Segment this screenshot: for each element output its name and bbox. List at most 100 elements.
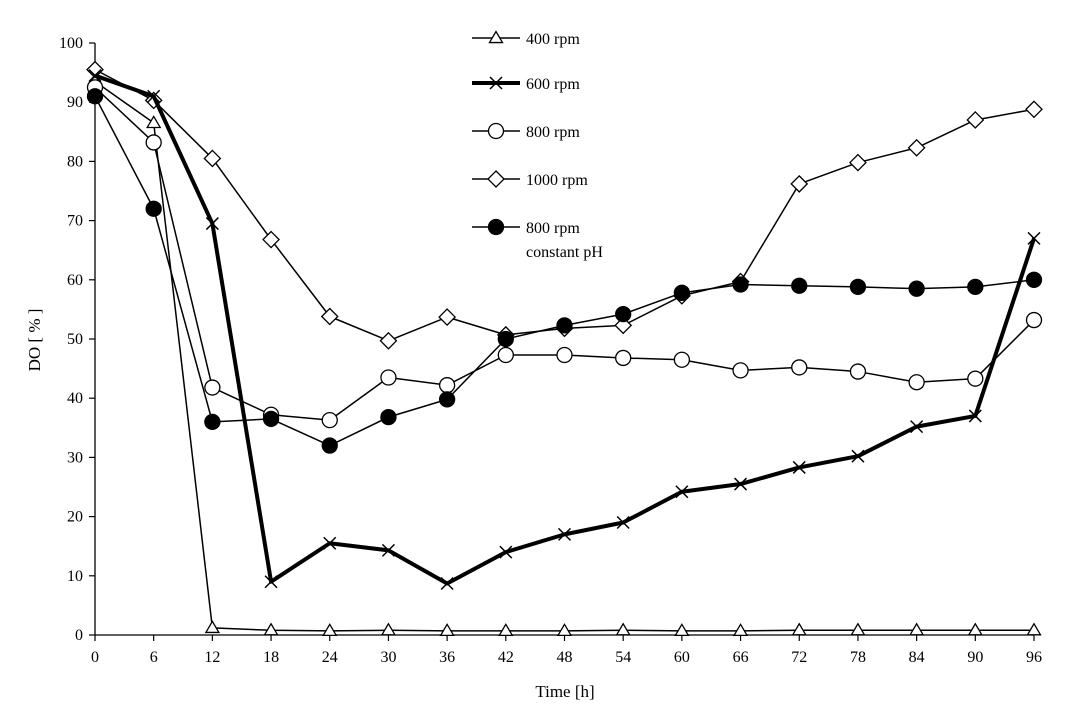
series-1000rpm <box>86 60 1043 350</box>
y-tick-label: 100 <box>59 35 83 52</box>
series-400rpm-point <box>674 623 690 637</box>
series-layer <box>86 60 1043 637</box>
series-800rpm-constant-ph-point <box>791 277 808 294</box>
series-400rpm-point <box>908 622 925 636</box>
x-tick-label: 72 <box>791 649 807 666</box>
series-800rpm-point <box>380 369 397 386</box>
series-400rpm-point <box>439 623 455 637</box>
series-1000rpm-line <box>94 68 1035 342</box>
series-1000rpm-point <box>438 308 457 327</box>
series-400rpm-point <box>791 622 807 636</box>
series-400rpm-point <box>263 622 279 636</box>
series-400rpm-point <box>380 622 397 636</box>
series-800rpm-point <box>791 359 808 376</box>
y-axis-title: DO [ % ] <box>25 309 44 372</box>
x-axis-title: Time [h] <box>535 682 594 701</box>
legend-item-800rpm-constant-ph: 800 rpm constant pH <box>472 218 603 261</box>
legend-item-400rpm: 400 rpm <box>472 30 580 48</box>
x-tick-label: 24 <box>322 649 338 666</box>
series-800rpm-point <box>615 349 632 367</box>
series-800rpm-constant-ph-point <box>1025 271 1043 288</box>
series-800rpm-constant-ph-point <box>673 284 691 301</box>
legend-series-600rpm-point <box>489 76 503 90</box>
x-tick-label: 30 <box>380 649 396 666</box>
series-1000rpm-point <box>379 331 398 350</box>
series-400rpm-point <box>322 623 338 637</box>
legend-label: 1000 rpm <box>526 172 588 189</box>
x-tick-label: 18 <box>263 649 279 666</box>
x-tick-label: 96 <box>1026 649 1042 666</box>
series-1000rpm-point <box>203 149 222 168</box>
series-1000rpm-point <box>849 153 867 172</box>
series-600rpm-point <box>910 420 924 434</box>
x-tick-label: 12 <box>204 649 220 666</box>
series-800rpm-point <box>204 379 221 396</box>
x-tick-label: 78 <box>850 649 866 666</box>
series-800rpm-constant-ph-point <box>849 278 867 296</box>
series-800rpm-constant-ph-line <box>94 95 1035 447</box>
series-600rpm-point <box>264 575 278 589</box>
series-1000rpm-point <box>320 307 339 326</box>
series-600rpm-point <box>851 449 865 463</box>
legend: 400 rpm 600 rpm 800 rpm 1000 rpm 800 rpm cons… <box>472 30 603 261</box>
legend-label: 800 rpm <box>526 124 580 141</box>
series-800rpm-constant-ph-point <box>145 200 162 217</box>
series-600rpm <box>88 69 1041 591</box>
series-800rpm-constant-ph-point <box>262 410 280 428</box>
series-800rpm-constant-ph <box>86 88 1043 454</box>
x-tick-label: 54 <box>615 649 631 666</box>
series-600rpm-point <box>557 527 572 541</box>
x-tick-label: 6 <box>150 649 158 666</box>
series-400rpm-point <box>556 623 573 637</box>
y-tick-label: 20 <box>67 509 83 526</box>
series-1000rpm-point <box>262 230 280 249</box>
series-600rpm-point <box>792 460 806 474</box>
series-800rpm-constant-ph-point <box>615 305 632 323</box>
series-600rpm-point <box>440 576 454 591</box>
series-400rpm-point <box>615 622 631 636</box>
series-800rpm-constant-ph-point <box>497 330 514 348</box>
legend-item-600rpm: 600 rpm <box>472 76 580 93</box>
x-tick-label: 60 <box>674 649 690 666</box>
x-tick-label: 90 <box>967 649 983 666</box>
series-600rpm-point <box>675 485 689 499</box>
legend-series-400rpm-point <box>488 30 504 44</box>
x-tick-label: 0 <box>91 649 99 666</box>
legend-item-1000rpm: 1000 rpm <box>472 170 588 189</box>
series-800rpm-point <box>908 374 925 391</box>
series-600rpm-point <box>499 545 513 559</box>
series-600rpm-point <box>616 515 630 530</box>
x-tick-label: 36 <box>439 649 455 666</box>
y-tick-label: 60 <box>67 272 83 289</box>
series-600rpm-point <box>734 477 748 491</box>
series-400rpm-point <box>850 622 866 636</box>
axes: 0 10 20 30 40 50 60 70 80 90 100 0 6 12 18 24 30 36 42 48 54… <box>59 35 1042 666</box>
y-tick-label: 10 <box>67 568 83 585</box>
legend-label: 400 rpm <box>526 31 580 48</box>
series-800rpm-point <box>967 370 984 387</box>
series-400rpm-point <box>1026 622 1042 636</box>
series-800rpm-point <box>497 346 514 364</box>
legend-label: 600 rpm <box>526 76 580 93</box>
y-tick-label: 50 <box>67 331 83 348</box>
series-600rpm-point <box>381 543 395 557</box>
legend-label: 800 rpm <box>526 220 580 237</box>
series-1000rpm-point <box>907 138 926 157</box>
series-800rpm-constant-ph-point <box>908 280 925 297</box>
series-600rpm-point <box>1027 231 1041 245</box>
series-800rpm-constant-ph-point <box>204 413 221 431</box>
series-800rpm-point <box>732 362 749 379</box>
series-400rpm-point <box>204 620 221 634</box>
series-400rpm-point <box>732 623 749 637</box>
series-800rpm-constant-ph-point <box>556 317 573 334</box>
series-400rpm-point <box>498 623 514 637</box>
x-tick-label: 42 <box>498 649 514 666</box>
series-1000rpm-point <box>614 316 633 335</box>
y-tick-label: 80 <box>67 153 83 170</box>
series-600rpm-point <box>88 69 102 83</box>
series-800rpm-constant-ph-point <box>86 88 104 105</box>
legend-series-800rpm-point <box>487 122 505 140</box>
series-600rpm-point <box>968 409 982 423</box>
